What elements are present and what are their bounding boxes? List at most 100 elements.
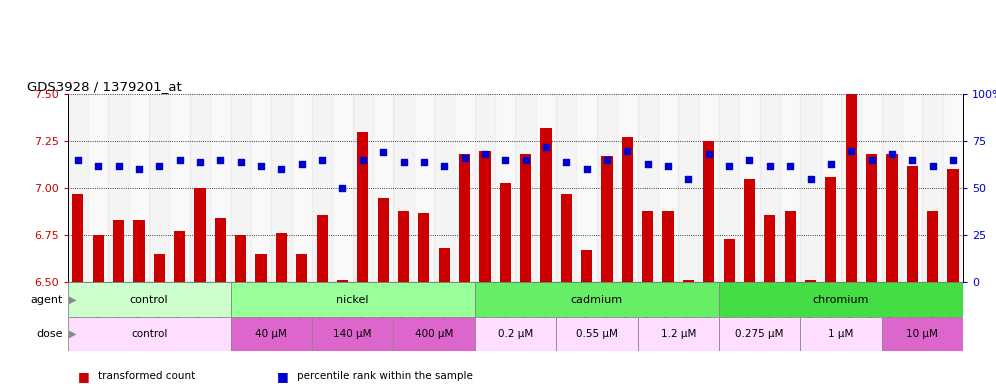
Bar [764,215,776,282]
Bar [255,254,267,282]
Bar [190,94,210,282]
Bar [398,211,409,282]
Point [253,162,269,169]
Bar [902,94,922,282]
Point [803,175,819,182]
Bar [637,94,658,282]
Bar [760,94,780,282]
Bar [637,317,719,351]
Point [436,162,452,169]
Bar [418,213,429,282]
Point [233,159,249,165]
Bar [719,317,801,351]
Point [212,157,228,163]
Text: nickel: nickel [337,295,369,305]
Bar [479,151,490,282]
Bar [93,235,104,282]
Bar [581,250,593,282]
Point [171,157,187,163]
Point [91,162,107,169]
Point [721,162,737,169]
Bar [520,154,531,282]
Bar [230,282,475,317]
Bar [683,280,694,282]
Bar [276,233,287,282]
Bar [133,220,144,282]
Bar [922,94,943,282]
Point [782,162,798,169]
Point [416,159,432,165]
Text: transformed count: transformed count [98,371,195,381]
Bar [744,179,755,282]
Point [375,149,391,156]
Bar [602,156,613,282]
Point [741,157,757,163]
Bar [333,94,353,282]
Bar [805,280,816,282]
Bar [438,248,450,282]
Bar [500,182,511,282]
Bar [475,282,719,317]
Text: ■: ■ [277,370,289,383]
Point [111,162,126,169]
Text: 40 μM: 40 μM [255,329,287,339]
Point [701,151,717,157]
Bar [516,94,536,282]
Point [559,159,575,165]
Bar [194,188,205,282]
Point [620,147,635,154]
Bar [943,94,963,282]
Bar [577,94,597,282]
Bar [556,317,637,351]
Bar [434,94,454,282]
Text: ▶: ▶ [69,295,77,305]
Bar [881,94,902,282]
Bar [801,94,821,282]
Bar [862,94,881,282]
Point [131,166,147,172]
Bar [698,94,719,282]
Text: 10 μM: 10 μM [906,329,938,339]
Point [456,155,472,161]
Bar [556,94,577,282]
Text: ▶: ▶ [69,329,77,339]
Point [335,185,351,191]
Bar [454,94,475,282]
Bar [373,94,393,282]
Bar [128,94,149,282]
Bar [723,239,735,282]
Bar [169,94,190,282]
Bar [210,94,230,282]
Bar [271,94,292,282]
Point [883,151,899,157]
Bar [153,254,165,282]
Bar [541,128,552,282]
Text: 0.2 μM: 0.2 μM [498,329,533,339]
Text: 0.275 μM: 0.275 μM [735,329,784,339]
Bar [658,94,678,282]
Bar [68,282,230,317]
Bar [215,218,226,282]
Point [823,161,839,167]
Bar [536,94,556,282]
Bar [113,220,124,282]
Point [355,157,371,163]
Point [680,175,696,182]
Bar [377,197,388,282]
Point [274,166,290,172]
Point [924,162,940,169]
Bar [312,94,333,282]
Bar [678,94,698,282]
Bar [393,94,413,282]
Bar [597,94,618,282]
Bar [826,177,837,282]
Bar [841,94,862,282]
Text: 140 μM: 140 μM [334,329,372,339]
Bar [886,154,897,282]
Bar [475,317,556,351]
Text: 400 μM: 400 μM [415,329,453,339]
Bar [459,154,470,282]
Point [294,161,310,167]
Text: percentile rank within the sample: percentile rank within the sample [297,371,473,381]
Bar [719,94,739,282]
